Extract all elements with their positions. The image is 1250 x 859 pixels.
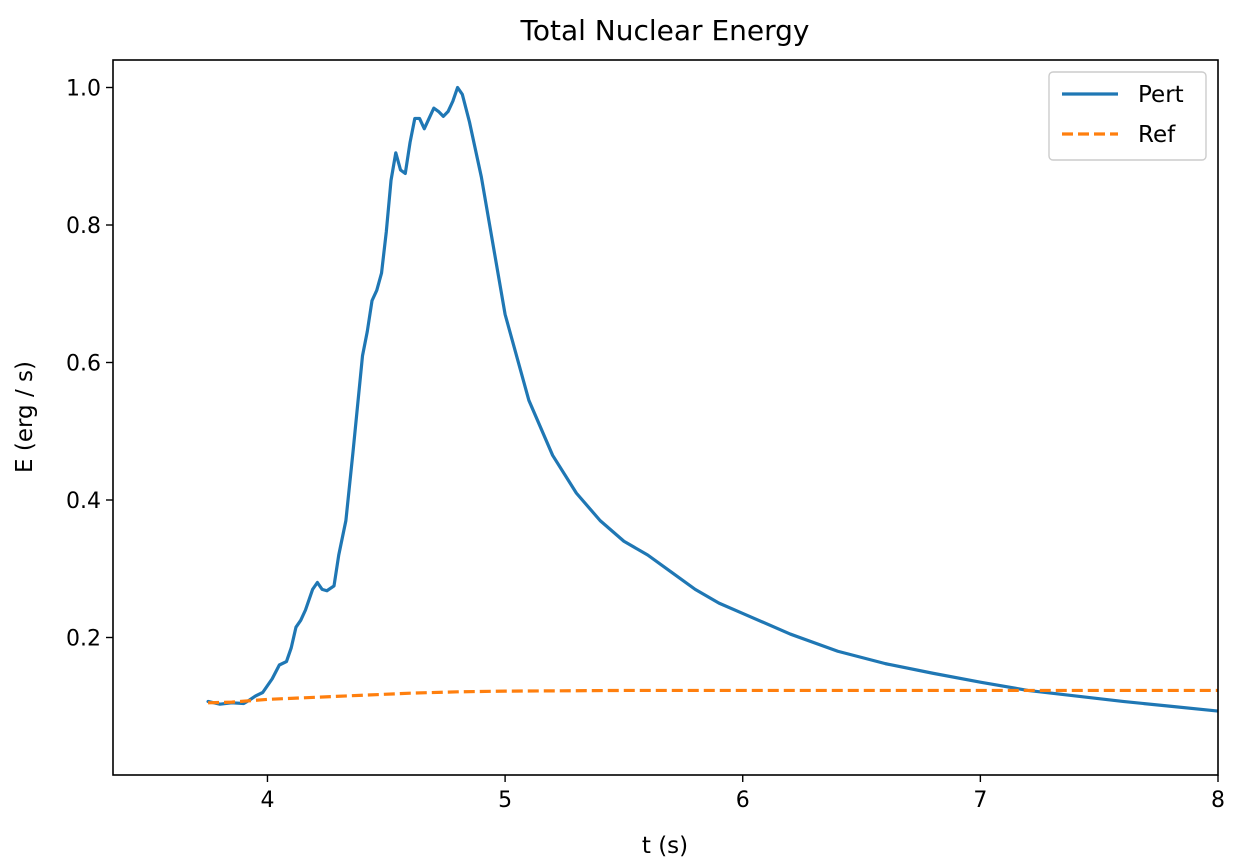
y-tick-label: 0.2 xyxy=(66,627,101,652)
x-axis-title: t (s) xyxy=(642,833,688,859)
y-tick-label: 1.0 xyxy=(66,77,101,102)
chart-title: Total Nuclear Energy xyxy=(520,14,810,47)
x-tick-label: 6 xyxy=(736,788,750,813)
legend-label-pert: Pert xyxy=(1138,82,1184,108)
x-axis: 4 5 6 7 8 xyxy=(260,775,1225,813)
y-tick-label: 0.6 xyxy=(66,352,101,377)
x-tick-label: 4 xyxy=(260,788,274,813)
series-line-pert xyxy=(206,85,1218,713)
series-group xyxy=(206,85,1218,713)
y-tick-label: 0.8 xyxy=(66,214,101,239)
y-axis: 0.2 0.4 0.6 0.8 1.0 xyxy=(66,77,113,652)
legend-label-ref: Ref xyxy=(1138,122,1176,148)
x-tick-label: 7 xyxy=(973,788,987,813)
x-tick-label: 8 xyxy=(1211,788,1225,813)
series-line-ref xyxy=(208,688,1218,705)
y-tick-label: 0.4 xyxy=(66,489,101,514)
x-tick-label: 5 xyxy=(498,788,512,813)
plot-frame xyxy=(112,59,1219,776)
plot-area xyxy=(112,59,1219,776)
legend: Pert Ref xyxy=(1048,71,1207,161)
y-axis-title: E (erg / s) xyxy=(12,361,38,473)
